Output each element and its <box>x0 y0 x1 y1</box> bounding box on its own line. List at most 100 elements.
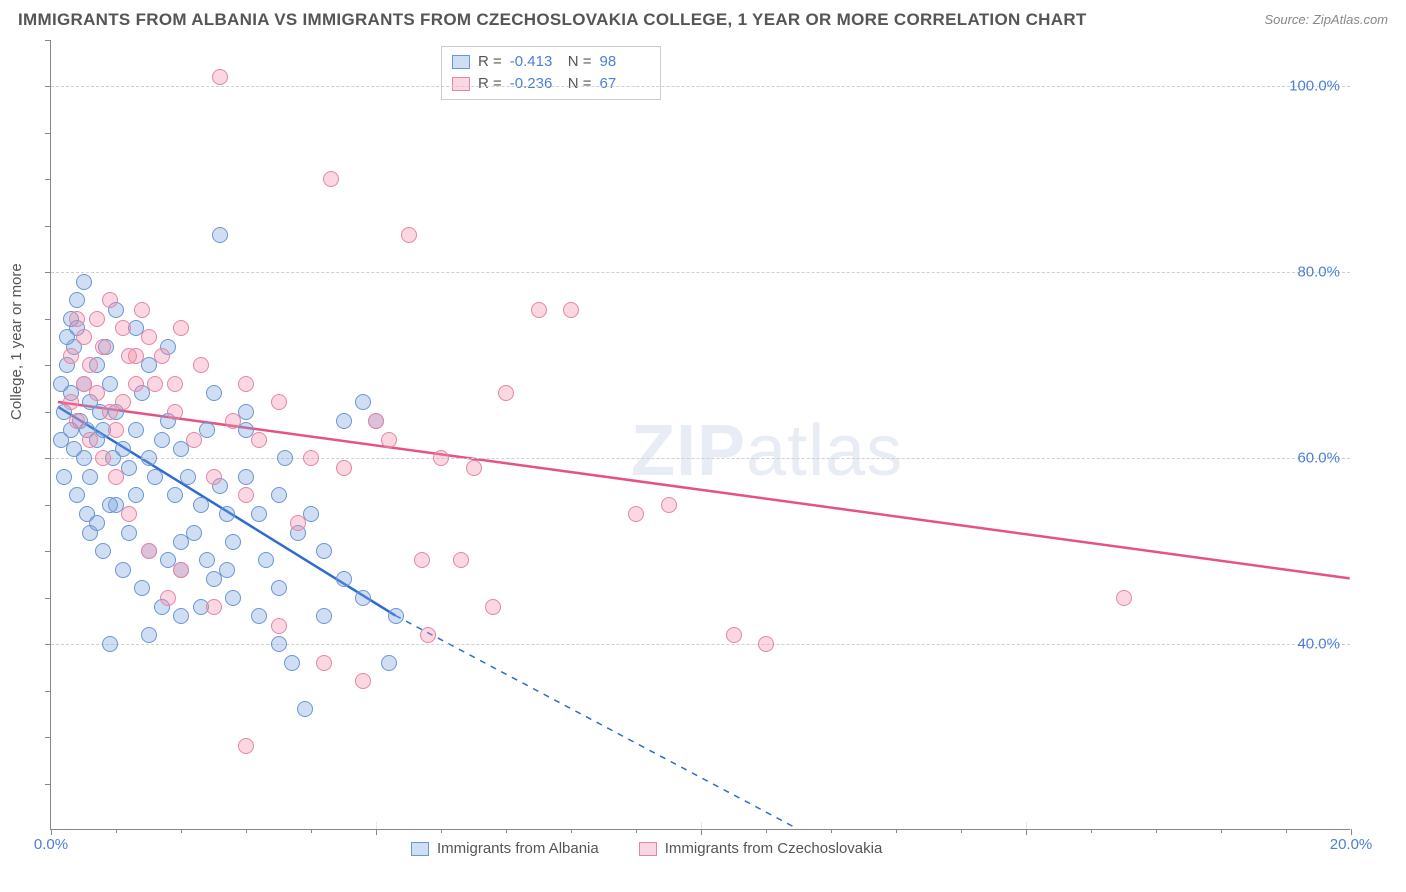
scatter-point-albania <box>154 432 170 448</box>
scatter-point-czech <box>336 460 352 476</box>
swatch-albania <box>452 55 470 69</box>
x-minor-tick <box>896 829 897 833</box>
y-tick-label: 100.0% <box>1289 78 1340 95</box>
scatter-point-albania <box>336 571 352 587</box>
scatter-point-czech <box>316 655 332 671</box>
y-tick-label: 40.0% <box>1297 636 1340 653</box>
scatter-point-czech <box>69 311 85 327</box>
scatter-point-czech <box>121 506 137 522</box>
x-tick-mark <box>1351 829 1352 835</box>
legend-label-czech: Immigrants from Czechoslovakia <box>665 840 883 857</box>
scatter-point-albania <box>69 487 85 503</box>
scatter-point-albania <box>102 636 118 652</box>
scatter-point-albania <box>102 497 118 513</box>
scatter-point-albania <box>219 562 235 578</box>
scatter-point-albania <box>284 655 300 671</box>
legend-row-czech: R = -0.236 N = 67 <box>452 73 650 95</box>
scatter-point-czech <box>82 432 98 448</box>
scatter-point-albania <box>206 385 222 401</box>
scatter-point-czech <box>563 302 579 318</box>
scatter-point-albania <box>89 515 105 531</box>
scatter-point-albania <box>128 487 144 503</box>
scatter-point-czech <box>498 385 514 401</box>
y-tick-mark <box>45 458 51 459</box>
scatter-point-czech <box>154 348 170 364</box>
x-tick-label: 0.0% <box>34 836 68 853</box>
scatter-point-czech <box>147 376 163 392</box>
x-minor-tick <box>116 829 117 833</box>
scatter-point-czech <box>1116 590 1132 606</box>
scatter-point-czech <box>206 599 222 615</box>
scatter-point-czech <box>95 339 111 355</box>
scatter-point-albania <box>258 552 274 568</box>
chart-title: IMMIGRANTS FROM ALBANIA VS IMMIGRANTS FR… <box>18 10 1087 30</box>
grid-line-h <box>51 644 1350 645</box>
source-attribution: Source: ZipAtlas.com <box>1264 12 1388 27</box>
y-axis-label: College, 1 year or more <box>8 263 25 420</box>
x-tick-label: 20.0% <box>1330 836 1373 853</box>
scatter-point-czech <box>167 376 183 392</box>
scatter-point-czech <box>115 320 131 336</box>
x-minor-tick <box>181 829 182 833</box>
scatter-point-czech <box>108 469 124 485</box>
scatter-point-albania <box>56 469 72 485</box>
scatter-point-czech <box>453 552 469 568</box>
x-minor-tick <box>571 829 572 833</box>
y-tick-mark <box>45 319 51 320</box>
y-tick-mark <box>45 551 51 552</box>
scatter-point-albania <box>121 525 137 541</box>
scatter-point-czech <box>303 450 319 466</box>
scatter-point-czech <box>115 394 131 410</box>
y-tick-mark <box>45 644 51 645</box>
scatter-point-albania <box>66 441 82 457</box>
legend-swatch-czech <box>639 842 657 856</box>
y-tick-label: 60.0% <box>1297 450 1340 467</box>
scatter-point-czech <box>128 376 144 392</box>
scatter-point-albania <box>316 543 332 559</box>
y-tick-label: 80.0% <box>1297 264 1340 281</box>
x-tick-mark <box>1026 829 1027 835</box>
scatter-point-albania <box>238 469 254 485</box>
scatter-point-czech <box>102 292 118 308</box>
grid-line-h <box>51 272 1350 273</box>
x-tick-mark <box>376 829 377 835</box>
scatter-point-albania <box>141 627 157 643</box>
legend-label-albania: Immigrants from Albania <box>437 840 599 857</box>
legend-swatch-albania <box>411 842 429 856</box>
watermark: ZIPatlas <box>631 410 903 492</box>
scatter-point-czech <box>238 376 254 392</box>
y-tick-mark <box>45 226 51 227</box>
scatter-point-albania <box>277 450 293 466</box>
scatter-point-czech <box>466 460 482 476</box>
scatter-point-czech <box>206 469 222 485</box>
y-tick-mark <box>45 272 51 273</box>
scatter-point-czech <box>173 320 189 336</box>
scatter-point-czech <box>89 311 105 327</box>
scatter-point-czech <box>141 329 157 345</box>
y-tick-mark <box>45 133 51 134</box>
scatter-point-czech <box>186 432 202 448</box>
swatch-czech <box>452 77 470 91</box>
x-minor-tick <box>636 829 637 833</box>
scatter-point-albania <box>251 608 267 624</box>
scatter-point-czech <box>69 413 85 429</box>
scatter-point-czech <box>238 738 254 754</box>
x-minor-tick <box>441 829 442 833</box>
scatter-point-czech <box>271 618 287 634</box>
y-tick-mark <box>45 412 51 413</box>
scatter-point-albania <box>69 292 85 308</box>
scatter-point-czech <box>323 171 339 187</box>
x-tick-mark <box>701 829 702 835</box>
scatter-point-albania <box>134 580 150 596</box>
scatter-point-albania <box>180 469 196 485</box>
scatter-point-albania <box>141 450 157 466</box>
scatter-point-czech <box>108 422 124 438</box>
scatter-point-albania <box>147 469 163 485</box>
x-minor-tick <box>1286 829 1287 833</box>
scatter-point-czech <box>628 506 644 522</box>
scatter-point-czech <box>167 404 183 420</box>
scatter-point-albania <box>271 580 287 596</box>
scatter-point-czech <box>381 432 397 448</box>
scatter-point-czech <box>193 357 209 373</box>
scatter-point-albania <box>336 413 352 429</box>
